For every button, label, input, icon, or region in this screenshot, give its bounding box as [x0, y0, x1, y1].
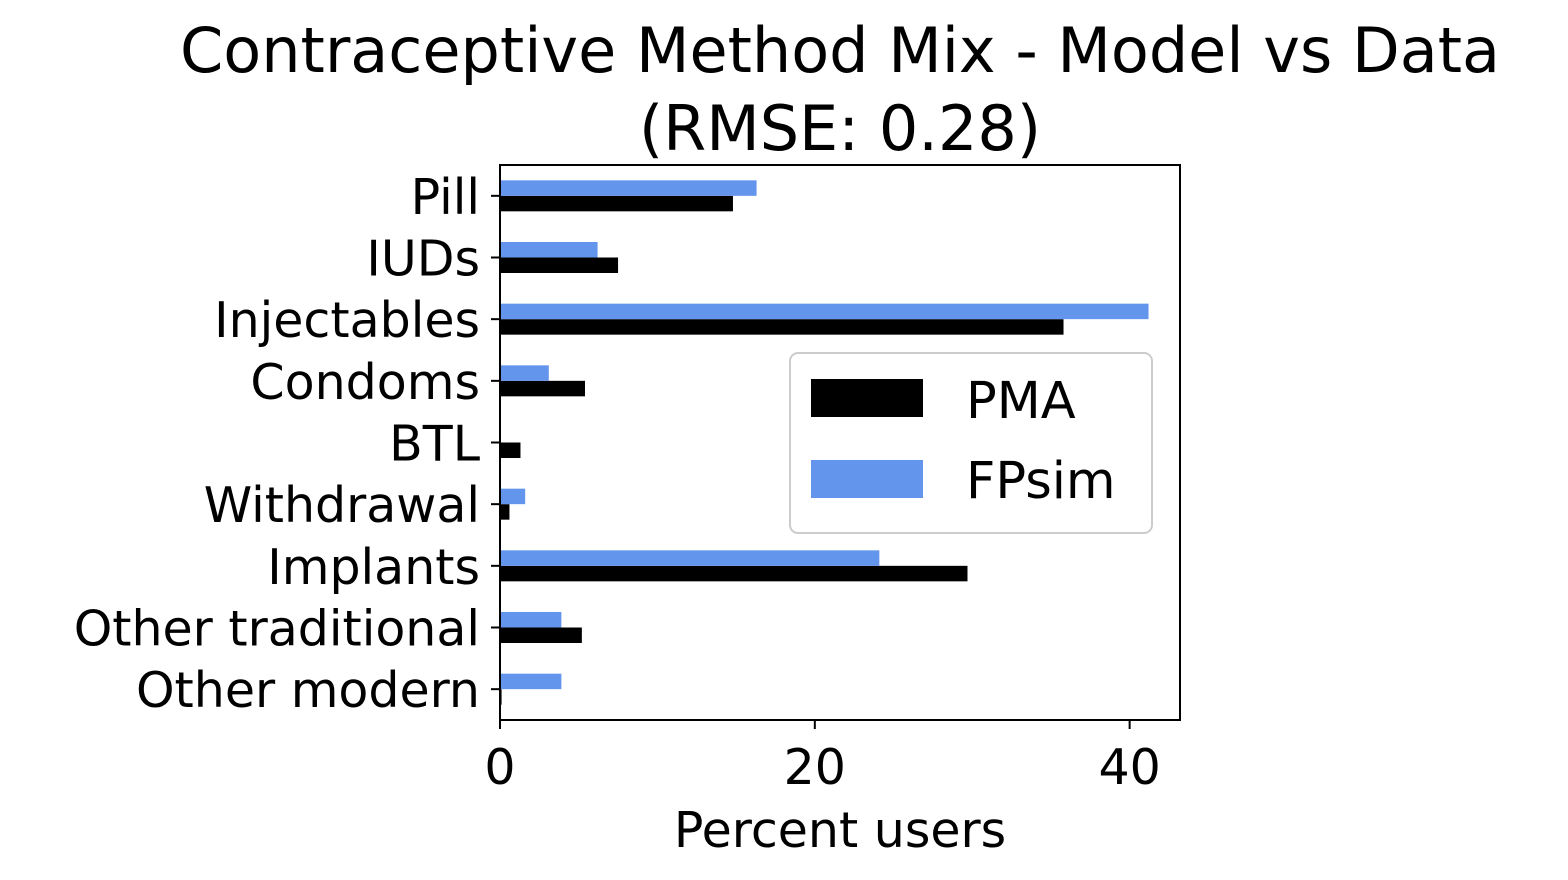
bar-fpsim-withdrawal: [500, 488, 526, 505]
x-axis-label: Percent users: [674, 802, 1006, 859]
y-tick-label-injectables: Injectables: [214, 292, 480, 349]
bar-fpsim-implants: [500, 550, 880, 566]
bar-pma-condoms: [500, 380, 585, 397]
chart-subtitle: (RMSE: 0.28): [639, 92, 1041, 165]
y-axis-ticks: PillIUDsInjectablesCondomsBTLWithdrawalI…: [74, 169, 500, 719]
bar-pma-injectables: [500, 319, 1064, 335]
x-tick-label-0: 0: [484, 739, 515, 796]
bar-fpsim-other-traditional: [500, 612, 562, 628]
legend: PMA FPsim: [789, 352, 1153, 534]
bar-pma-implants: [500, 565, 968, 582]
bar-fpsim-pill: [500, 180, 757, 196]
bar-fpsim-condoms: [500, 365, 549, 381]
bar-fpsim-other-modern: [500, 673, 562, 690]
y-tick-label-pill: Pill: [411, 169, 480, 226]
bar-fpsim-iuds: [500, 242, 598, 258]
legend-swatch-fpsim: [811, 460, 923, 498]
legend-swatch-pma: [811, 379, 923, 417]
bars-layer: [500, 180, 1149, 705]
chart-title: Contraceptive Method Mix - Model vs Data: [180, 14, 1500, 87]
bar-pma-btl: [500, 442, 521, 458]
y-tick-label-implants: Implants: [267, 539, 480, 596]
bar-pma-withdrawal: [500, 504, 510, 520]
x-tick-label-40: 40: [1098, 739, 1160, 796]
bar-fpsim-injectables: [500, 303, 1149, 320]
bar-pma-other-traditional: [500, 627, 582, 643]
y-tick-label-other-modern: Other modern: [136, 662, 480, 719]
bar-pma-pill: [500, 195, 733, 212]
legend-label-fpsim: FPsim: [966, 452, 1116, 511]
legend-label-pma: PMA: [966, 372, 1076, 431]
y-tick-label-btl: BTL: [389, 416, 481, 473]
x-axis-ticks: 0 20 40: [484, 720, 1161, 796]
y-tick-label-other-traditional: Other traditional: [74, 601, 480, 658]
bar-pma-iuds: [500, 257, 619, 273]
x-tick-label-20: 20: [784, 739, 846, 796]
y-tick-label-iuds: IUDs: [366, 231, 480, 288]
y-tick-label-condoms: Condoms: [250, 354, 480, 411]
y-tick-label-withdrawal: Withdrawal: [204, 477, 480, 534]
plot-frame: [499, 164, 1181, 721]
